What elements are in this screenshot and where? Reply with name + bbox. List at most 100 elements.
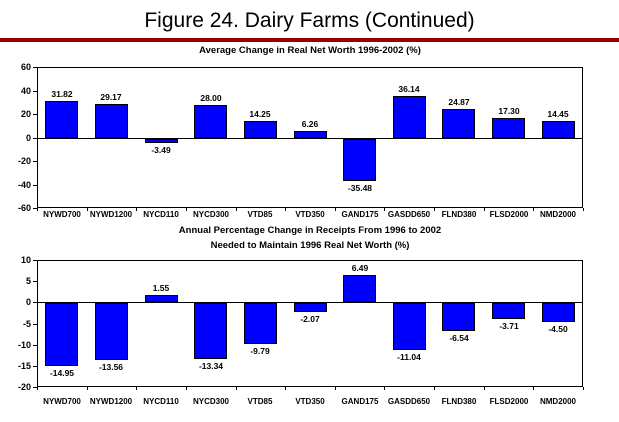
bar-value-label: -9.79 <box>250 346 270 356</box>
bar-value-label: -4.50 <box>548 324 568 334</box>
x-axis-tick <box>484 387 485 390</box>
bar-value-label: -11.04 <box>397 352 421 362</box>
y-axis-tick-label: -20 <box>17 382 31 392</box>
bar-value-label: 24.87 <box>448 97 470 107</box>
x-axis-category-label: NYWD1200 <box>89 397 133 406</box>
bar-value-label: 17.30 <box>498 106 520 116</box>
bar-NYCD110 <box>145 139 178 143</box>
x-axis-tick <box>87 387 88 390</box>
bar-FLSD2000 <box>492 118 525 138</box>
x-axis-tick <box>583 387 584 390</box>
chart-title: Annual Percentage Change in Receipts Fro… <box>178 225 442 236</box>
bar-value-label: -3.49 <box>151 145 171 155</box>
bar-GASDD650 <box>393 96 426 138</box>
y-axis-tick <box>33 345 37 346</box>
bar-value-label: 1.55 <box>152 283 170 293</box>
bar-VTD350 <box>294 131 327 138</box>
bar-FLND380 <box>442 109 475 138</box>
plot-area <box>37 260 583 387</box>
x-axis-category-label: GASDD650 <box>387 210 431 219</box>
bar-VTD85 <box>244 303 277 344</box>
x-axis-tick <box>236 387 237 390</box>
zero-line <box>37 138 583 139</box>
x-axis-category-label: NMD2000 <box>539 397 576 406</box>
y-axis-tick <box>33 366 37 367</box>
x-axis-tick <box>583 208 584 211</box>
y-axis-tick-label: 5 <box>25 276 31 286</box>
x-axis-category-label: NYCD110 <box>143 397 179 406</box>
chart-title: Average Change in Real Net Worth 1996-20… <box>199 45 421 56</box>
y-axis-tick <box>33 324 37 325</box>
bar-VTD350 <box>294 303 327 312</box>
x-axis-tick <box>335 387 336 390</box>
x-axis-tick <box>384 387 385 390</box>
bar-NYWD700 <box>45 303 78 366</box>
x-axis-tick <box>87 208 88 211</box>
x-axis-tick <box>434 387 435 390</box>
x-axis-category-label: NYCD300 <box>192 210 229 219</box>
y-axis-tick <box>33 138 37 139</box>
bar-NYCD300 <box>194 303 227 359</box>
x-axis-tick <box>533 208 534 211</box>
x-axis-tick <box>136 208 137 211</box>
y-axis-tick-label: 20 <box>20 109 31 119</box>
x-axis-category-label: NYWD1200 <box>89 210 133 219</box>
y-axis-tick-label: -15 <box>17 361 31 371</box>
x-axis-tick <box>285 208 286 211</box>
x-axis-category-label: NYCD110 <box>143 210 179 219</box>
x-axis-category-label: NMD2000 <box>539 210 576 219</box>
x-axis-category-label: GAND175 <box>341 210 379 219</box>
bar-value-label: 6.26 <box>301 119 319 129</box>
y-axis-tick-label: 10 <box>20 255 31 265</box>
bar-value-label: 36.14 <box>398 84 420 94</box>
page-title: Figure 24. Dairy Farms (Continued) <box>144 9 475 32</box>
bar-FLND380 <box>442 303 475 331</box>
x-axis-tick <box>434 208 435 211</box>
chart-title: Needed to Maintain 1996 Real Net Worth (… <box>210 240 410 251</box>
y-axis-tick <box>33 161 37 162</box>
y-axis-tick-label: 0 <box>25 297 31 307</box>
y-axis-tick <box>33 387 37 388</box>
zero-line <box>37 302 583 303</box>
x-axis-category-label: NYWD700 <box>43 210 81 219</box>
y-axis-tick-label: 0 <box>25 133 31 143</box>
x-axis-tick <box>236 208 237 211</box>
x-axis-category-label: FLND380 <box>441 210 477 219</box>
y-axis-tick-label: -20 <box>17 156 31 166</box>
bar-NYCD300 <box>194 105 227 138</box>
x-axis-tick <box>384 208 385 211</box>
y-axis-tick <box>33 208 37 209</box>
x-axis-tick <box>186 208 187 211</box>
x-axis-category-label: NYWD700 <box>43 397 81 406</box>
x-axis-tick <box>37 387 38 390</box>
bar-GAND175 <box>343 139 376 181</box>
y-axis-tick <box>33 185 37 186</box>
x-axis-category-label: VTD350 <box>295 210 325 219</box>
x-axis-category-label: VTD85 <box>247 397 273 406</box>
bar-value-label: -14.95 <box>49 368 75 378</box>
y-axis-tick-label: 60 <box>20 62 31 72</box>
y-axis-tick <box>33 302 37 303</box>
y-axis-tick <box>33 281 37 282</box>
bar-NYWD700 <box>45 101 78 138</box>
y-axis-tick-label: -40 <box>17 180 31 190</box>
x-axis-category-label: VTD85 <box>247 210 273 219</box>
x-axis-category-label: GAND175 <box>341 397 379 406</box>
x-axis-tick <box>335 208 336 211</box>
header-rule <box>0 38 619 42</box>
x-axis-category-label: FLSD2000 <box>489 210 529 219</box>
bar-NYWD1200 <box>95 303 128 360</box>
x-axis-category-label: GASDD650 <box>387 397 431 406</box>
y-axis-tick <box>33 114 37 115</box>
bar-FLSD2000 <box>492 303 525 319</box>
bar-GAND175 <box>343 275 376 302</box>
bar-value-label: 14.25 <box>249 109 271 119</box>
y-axis-tick <box>33 91 37 92</box>
bar-NMD2000 <box>542 303 575 322</box>
y-axis-tick-label: 40 <box>20 86 31 96</box>
y-axis-tick-label: -10 <box>17 340 31 350</box>
bar-NMD2000 <box>542 121 575 138</box>
x-axis-tick <box>484 208 485 211</box>
bar-NYWD1200 <box>95 104 128 138</box>
